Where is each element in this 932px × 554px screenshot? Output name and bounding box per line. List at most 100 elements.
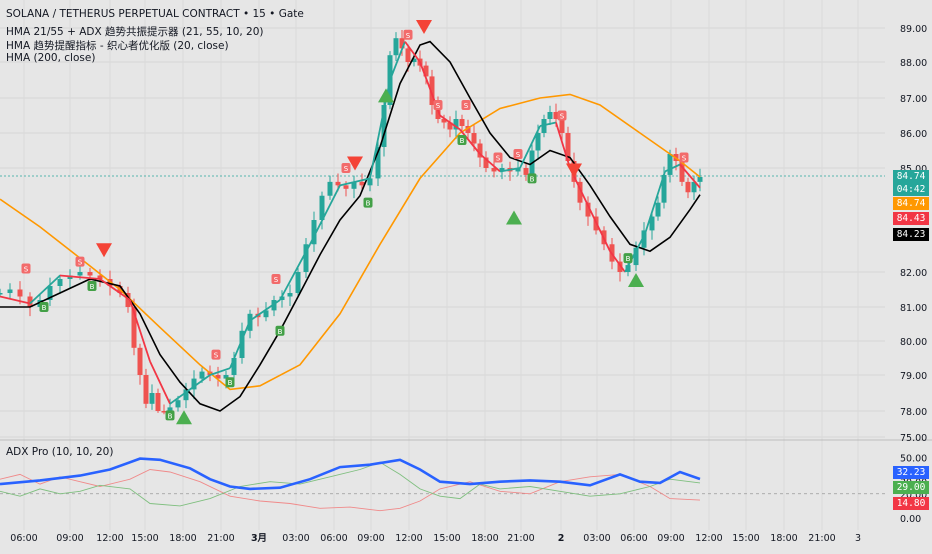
candle-body <box>77 272 83 276</box>
candle-body <box>351 181 357 189</box>
candle-body <box>633 247 639 266</box>
time-tick-label: 21:00 <box>507 533 534 544</box>
candle-body <box>459 119 465 126</box>
candle-body <box>625 265 631 272</box>
time-tick-label: 12:00 <box>695 533 722 544</box>
hma-fast-segment <box>189 374 211 391</box>
time-tick-label: 18:00 <box>169 533 196 544</box>
candle-body <box>27 296 33 307</box>
hma-fast-segment <box>389 41 406 81</box>
time-tick-label: 06:00 <box>620 533 647 544</box>
sell-tag-label: S <box>560 113 565 121</box>
candle-body <box>131 307 137 348</box>
candle-body <box>343 185 349 189</box>
indicator-legend-2[interactable]: HMA 趋势提醒指标 - 织心者优化版 (20, close) <box>6 40 229 52</box>
candle-body <box>161 411 167 413</box>
sell-tag <box>461 100 471 110</box>
candle-body <box>399 38 405 49</box>
price-badge-hma-fast: 84.43 <box>893 212 929 225</box>
signal-markers: S B S B B S B S B S B S S S B S S B S S B <box>21 20 689 425</box>
candle-body <box>223 375 229 379</box>
buy-triangle <box>506 210 522 225</box>
adx-tick-label: 50.00 <box>900 453 927 464</box>
candle-body <box>47 286 53 300</box>
hma-slow-line <box>0 40 701 412</box>
candle-body <box>471 133 477 144</box>
buy-tag-label: B <box>278 328 283 336</box>
sell-tag-label: S <box>436 102 441 110</box>
sell-tag <box>211 349 221 360</box>
candle-body <box>231 358 237 375</box>
hma-fast-segment <box>169 388 191 405</box>
hma-fast-segment <box>339 177 371 187</box>
sell-tag <box>341 163 351 173</box>
hma-fast-segment <box>149 361 171 405</box>
indicator-legend-1[interactable]: HMA 21/55 + ADX 趋势共振提示器 (21, 55, 10, 20) <box>6 26 264 38</box>
adx-legend[interactable]: ADX Pro (10, 10, 20) <box>6 446 114 458</box>
candle-body <box>559 119 565 133</box>
price-badge-last: 84.74 <box>893 170 929 183</box>
sell-tag <box>21 263 31 274</box>
candle-body <box>393 38 399 56</box>
buy-triangle <box>628 273 644 287</box>
sell-tag <box>403 29 413 40</box>
time-tick-label: 3 <box>855 533 861 544</box>
price-badge-countdown: 04:42 <box>893 183 929 196</box>
time-tick-label: 18:00 <box>471 533 498 544</box>
time-tick-label: 15:00 <box>131 533 158 544</box>
time-tick-label: 15:00 <box>732 533 759 544</box>
sell-tag-label: S <box>682 155 687 163</box>
sell-triangle <box>347 156 363 171</box>
buy-tag-label: B <box>626 255 631 263</box>
sell-tag <box>679 152 689 163</box>
time-tick-label: 09:00 <box>657 533 684 544</box>
candle-body <box>311 220 317 245</box>
candle-body <box>477 143 483 158</box>
minus-di-badge: 14.80 <box>893 497 929 510</box>
buy-tag <box>623 253 633 264</box>
buy-tag <box>527 173 537 184</box>
adx-line <box>0 457 701 491</box>
candle-body <box>0 293 3 295</box>
sell-tag-label: S <box>214 352 219 360</box>
hma-fast-segment <box>499 167 521 173</box>
candle-body <box>441 119 447 123</box>
indicator-legend-3[interactable]: HMA (200, close) <box>6 52 96 64</box>
time-tick-label: 2 <box>558 533 565 544</box>
hma-fast-segment <box>519 125 541 169</box>
candle-body <box>303 244 309 272</box>
price-tick-label: 80.00 <box>900 337 927 348</box>
candle-body <box>523 168 529 175</box>
candle-body <box>667 154 673 175</box>
buy-tag <box>39 302 49 312</box>
candle-body <box>547 112 553 119</box>
sell-triangle <box>96 243 112 258</box>
hma-fast-segment <box>439 114 461 131</box>
candle-body <box>655 202 661 217</box>
buy-tag <box>363 197 373 208</box>
buy-tag-label: B <box>366 200 371 208</box>
sell-tag <box>557 110 567 121</box>
candle-body <box>149 393 155 404</box>
time-tick-label: 06:00 <box>320 533 347 544</box>
price-tick-label: 82.00 <box>900 268 927 279</box>
candle-body <box>641 230 647 248</box>
candle-body <box>499 168 505 172</box>
candle-body <box>617 261 623 272</box>
price-tick-label: 85.00 <box>900 164 927 175</box>
price-tick-label: 89.00 <box>900 24 927 35</box>
hma-fast-segment <box>279 243 311 301</box>
hma-fast-segment <box>644 171 666 235</box>
hma-fast-segment <box>679 163 701 189</box>
buy-triangle <box>176 410 192 425</box>
adx-pane <box>0 457 885 512</box>
hma-fast-segment <box>404 41 421 63</box>
hma-fast-segment <box>0 295 31 305</box>
symbol-title[interactable]: SOLANA / TETHERUS PERPETUAL CONTRACT • 1… <box>6 8 304 20</box>
candle-body <box>585 202 591 217</box>
time-tick-label: 18:00 <box>770 533 797 544</box>
buy-tag-label: B <box>42 304 47 312</box>
sell-tag <box>433 100 443 110</box>
